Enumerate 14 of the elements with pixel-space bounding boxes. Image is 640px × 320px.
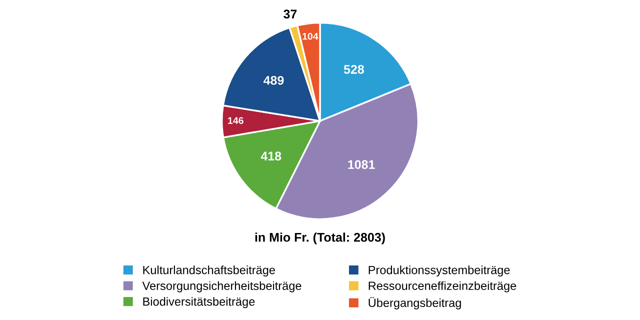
data-label: 1081: [348, 160, 375, 169]
data-label: 528: [344, 64, 364, 74]
data-label: 146: [228, 117, 244, 124]
legend-label: Kulturlandschaftsbeiträge: [143, 266, 275, 277]
data-label: 104: [302, 32, 318, 40]
data-label: 489: [263, 76, 284, 85]
legend-label: Biodiversitätsbeiträge: [143, 297, 255, 308]
legend-label: Übergangsbeitrag: [368, 297, 461, 310]
legend-label: Versorgungsicherheitsbeiträge: [142, 281, 302, 292]
data-label: 37: [284, 10, 297, 19]
legend-label: Ressourceneffizeinzbeiträge: [368, 281, 516, 292]
text: in Mio Fr. (Total: 2803): [255, 232, 385, 244]
legend-label: Produktionssystembeiträge: [368, 266, 510, 277]
data-label: 418: [260, 152, 282, 161]
